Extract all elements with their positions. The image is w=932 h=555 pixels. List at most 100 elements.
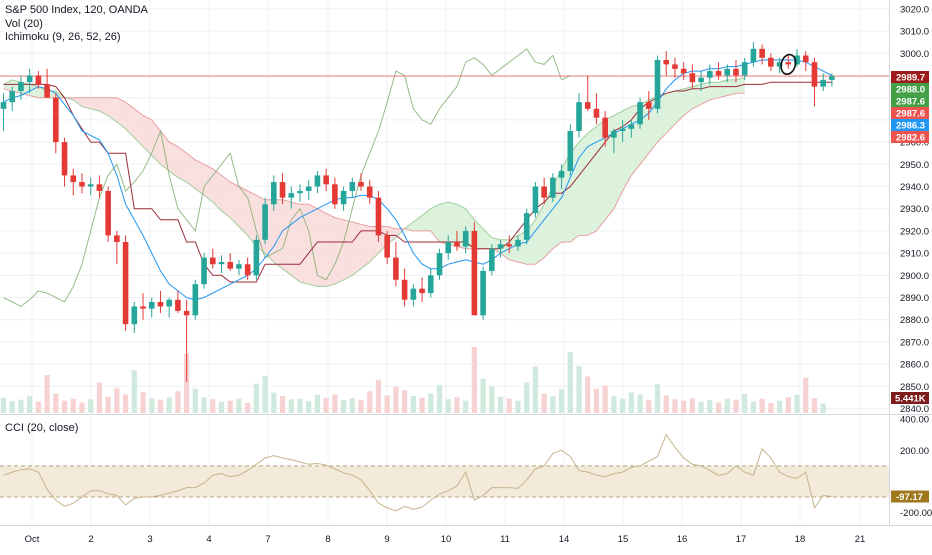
candle-body [829, 76, 835, 80]
volume-bar [541, 393, 547, 413]
price-tick-label: 2940.0 [900, 182, 929, 193]
time-tick-label: 11 [500, 534, 510, 545]
candle-body [663, 59, 670, 65]
candle-body [654, 59, 661, 109]
candle-body [419, 288, 425, 294]
time-tick-label: 9 [384, 534, 389, 545]
candle-body [550, 177, 556, 198]
volume-bar [463, 400, 469, 413]
ichimoku-cloud-segment [3, 79, 13, 92]
candle-body [79, 182, 85, 187]
volume-bar [471, 346, 477, 413]
volume-legend: Vol (20) [5, 17, 43, 30]
time-tick-label: 7 [265, 534, 270, 545]
time-tick-label: 10 [441, 534, 452, 545]
volume-bar [262, 375, 268, 413]
candle-body [611, 131, 617, 138]
candle-body [61, 142, 68, 176]
volume-bar [88, 399, 94, 413]
volume-bar [593, 388, 600, 413]
cci-line [3, 433, 832, 512]
price-tick-label: 2910.0 [900, 249, 929, 260]
ichimoku-cloud-segment [125, 102, 135, 138]
candle-body [436, 253, 443, 276]
price-tick-label: 2880.0 [900, 315, 929, 326]
ichimoku-cloud-segment [238, 186, 248, 236]
candle-body [262, 204, 268, 240]
candle-body [558, 170, 565, 178]
price-label-text: 2987.6 [896, 109, 925, 120]
candle-body [366, 186, 373, 198]
candle-body [305, 186, 312, 191]
time-tick-label: Oct [25, 534, 40, 545]
volume-bar [384, 395, 390, 413]
candle-body [471, 230, 478, 316]
volume-bar [585, 376, 591, 413]
volume-bar [497, 396, 504, 413]
ichimoku-cloud-segment [317, 208, 327, 287]
volume-bar [681, 400, 687, 413]
candle-body [768, 57, 774, 67]
ichimoku-cloud-segment [343, 219, 353, 280]
ichimoku-cloud-segment [334, 217, 344, 285]
volume-bar [218, 401, 225, 413]
volume-bar [506, 398, 512, 413]
volume-bar [105, 396, 111, 413]
volume-bar [349, 398, 355, 413]
volume-bar [750, 401, 757, 413]
volume-bar [166, 397, 172, 413]
price-tick-label: 3020.0 [900, 4, 929, 15]
candle-body [70, 175, 77, 183]
candle-body [340, 190, 347, 205]
candle-body [131, 306, 138, 325]
candle-body [602, 117, 608, 138]
volume-bar [689, 398, 695, 413]
volume-bar [480, 378, 486, 413]
candle-body [750, 48, 757, 63]
price-tick-label: 2920.0 [900, 226, 929, 237]
candle-body [776, 62, 783, 67]
ichimoku-cloud-segment [666, 91, 675, 134]
ichimoku-cloud-segment [186, 153, 196, 189]
ichimoku-cloud-segment [361, 224, 370, 269]
price-label-text: 2986.3 [896, 121, 925, 132]
candle-body [489, 248, 495, 271]
ichimoku-cloud-segment [587, 126, 597, 236]
cci-legend: CCI (20, close) [5, 422, 79, 434]
price-label-tag [891, 95, 929, 107]
ichimoku-cloud-segment [326, 213, 335, 287]
cci-layer [0, 433, 889, 512]
volume-bar [576, 365, 582, 413]
candle-body [785, 62, 792, 65]
volume-bar [96, 382, 103, 413]
candle-body [462, 230, 469, 247]
candle-body [358, 182, 364, 187]
price-label-text: 2987.6 [896, 97, 925, 108]
conversion-line [3, 59, 833, 301]
ichimoku-cloud-segment [596, 119, 606, 231]
candle-body [637, 102, 643, 125]
volume-bar [393, 386, 399, 413]
volume-bar [367, 391, 373, 413]
volume-bar [253, 383, 259, 413]
candle-body [820, 79, 826, 87]
volume-bar [567, 352, 573, 413]
volume-bar [428, 393, 434, 413]
price-tick-label: 2890.0 [900, 293, 929, 304]
ichimoku-cloud-segment [430, 204, 440, 243]
candle-body [53, 97, 59, 143]
candle-body [332, 184, 338, 205]
ichimoku-cloud-segment [709, 82, 719, 100]
candle-body [759, 48, 765, 58]
candle-body [18, 82, 24, 92]
volume-layer [0, 346, 826, 413]
volume-bar [279, 395, 286, 413]
candle-body [201, 257, 207, 285]
volume-bar [628, 392, 634, 413]
volume-bar [27, 395, 33, 413]
volume-bar [201, 397, 207, 413]
candle-body [497, 244, 504, 249]
volume-bar [532, 366, 539, 413]
candle-body [410, 288, 417, 300]
